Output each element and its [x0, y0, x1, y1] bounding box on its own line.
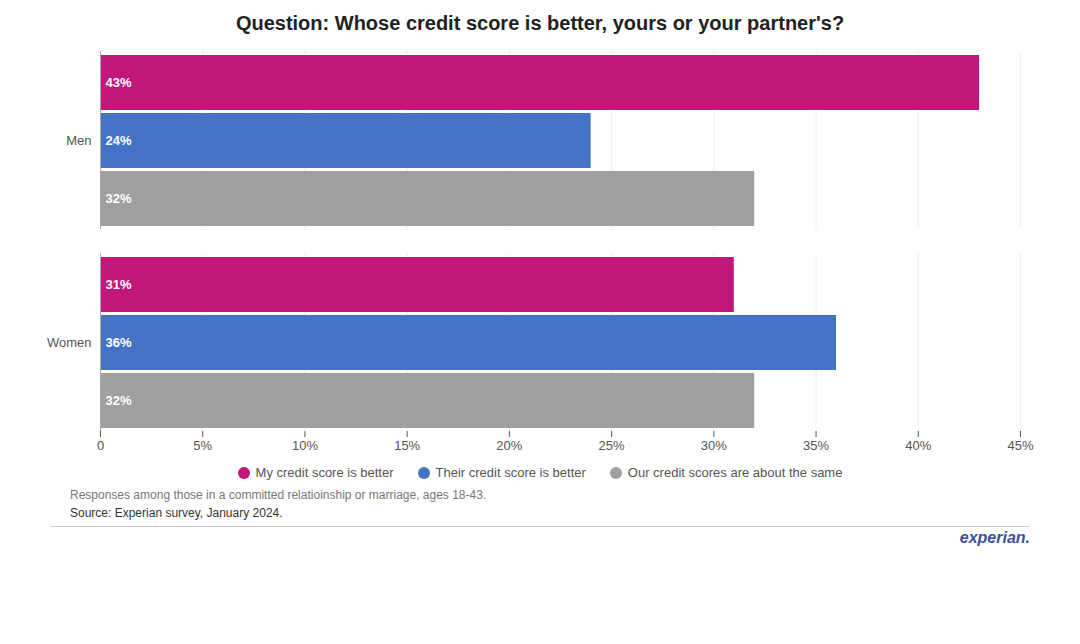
svg-text:45%: 45%: [1007, 438, 1033, 453]
svg-text:Women: Women: [47, 335, 92, 350]
svg-text:32%: 32%: [106, 191, 132, 206]
html-text:Question: Whose credit score i: Question: Whose credit score is better, …: [235, 12, 845, 34]
svg-text:35%: 35%: [803, 438, 829, 453]
svg-text:32%: 32%: [106, 393, 132, 408]
svg-text:43%: 43%: [106, 75, 132, 90]
html-text:Our credit scores are about th: Our credit scores are about the same: [627, 465, 843, 480]
svg-text:0: 0: [97, 438, 104, 453]
html-text:Responses among those in a com: Responses among those in a committed rel…: [70, 488, 487, 502]
svg-text:10%: 10%: [292, 438, 318, 453]
svg-text:30%: 30%: [701, 438, 727, 453]
svg-text:20%: 20%: [496, 438, 522, 453]
svg-text:40%: 40%: [905, 438, 931, 453]
html-text:Source: Experian survey, Janua: Source: Experian survey, January 2024.: [70, 506, 283, 520]
svg-text:24%: 24%: [106, 133, 132, 148]
svg-text:15%: 15%: [394, 438, 420, 453]
svg-text:31%: 31%: [106, 277, 132, 292]
svg-text:36%: 36%: [106, 335, 132, 350]
svg-text:Men: Men: [66, 133, 91, 148]
svg-text:5%: 5%: [193, 438, 212, 453]
svg-text:25%: 25%: [599, 438, 625, 453]
html-text:experian.: experian.: [959, 529, 1030, 546]
html-text:My credit score is better: My credit score is better: [255, 465, 394, 480]
html-text:Their credit score is better: Their credit score is better: [435, 465, 586, 480]
